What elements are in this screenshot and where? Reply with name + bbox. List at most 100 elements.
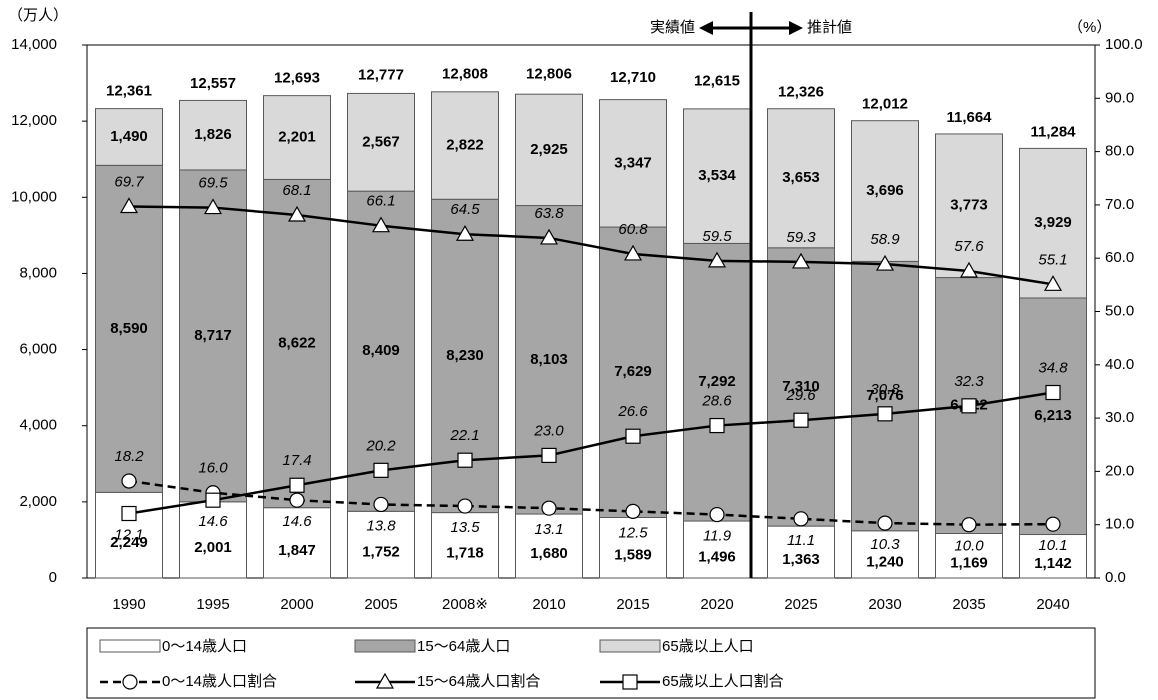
annotation: 推計値 (807, 19, 852, 36)
bar-segment (1019, 147, 1087, 299)
bar-segment (767, 108, 835, 249)
x-tick-label: 1990 (112, 596, 145, 613)
bar-value-label: 3,773 (950, 197, 988, 214)
bar-value-label: 7,292 (698, 373, 736, 390)
total-label: 12,361 (106, 82, 152, 99)
line-marker (877, 406, 893, 422)
bar-value-label: 8,230 (446, 347, 484, 364)
legend-swatch (599, 639, 661, 653)
legend-swatch (99, 639, 161, 653)
bar-segment (515, 513, 583, 579)
bar-value-label: 3,347 (614, 154, 652, 171)
bar-value-label: 3,929 (1034, 214, 1072, 231)
legend-marker (122, 674, 138, 690)
bar-value-label: 8,409 (362, 342, 400, 359)
line-value-label: 68.1 (282, 182, 311, 199)
line-marker (793, 412, 809, 428)
bar-value-label: 8,103 (530, 351, 568, 368)
line-marker (623, 244, 643, 261)
bar-value-label: 2,925 (530, 141, 568, 158)
bar-value-label: 8,717 (194, 327, 232, 344)
line-value-label: 14.6 (282, 513, 312, 530)
total-label: 12,808 (442, 65, 488, 82)
line-marker (1043, 275, 1063, 291)
line-marker (541, 447, 557, 464)
bar-segment (347, 510, 415, 579)
y2-tick-label: 0.0 (1105, 569, 1126, 586)
legend-label: 15～64歳人口割合 (417, 673, 540, 690)
y2-tick-label: 10.0 (1105, 516, 1134, 533)
bar-segment (263, 507, 331, 579)
line-marker (455, 225, 475, 241)
line-marker (121, 473, 137, 489)
bar-value-label: 1,718 (446, 544, 484, 561)
line-value-label: 58.9 (870, 231, 900, 248)
bar-segment (599, 226, 667, 519)
line-marker (287, 205, 307, 222)
line-value-label: 66.1 (366, 193, 395, 210)
bar-segment (1019, 297, 1087, 536)
line-marker (875, 254, 895, 271)
bar-value-label: 1,589 (614, 547, 652, 564)
line-value-label: 69.7 (114, 173, 144, 190)
line-value-label: 10.0 (954, 538, 984, 555)
x-tick-label: 2035 (952, 596, 985, 613)
bar-segment (95, 164, 163, 493)
legend-marker (622, 674, 638, 690)
bar-value-label: 1,496 (698, 548, 736, 565)
line-value-label: 13.8 (366, 517, 396, 534)
legend-box (86, 627, 1096, 699)
bar-segment (683, 242, 751, 522)
bar-segment (851, 120, 919, 262)
line-marker (1045, 516, 1061, 532)
bar-segment (935, 532, 1003, 579)
line-marker (373, 462, 389, 478)
line-marker (961, 517, 977, 533)
y2-tick-label: 80.0 (1105, 143, 1134, 160)
bar-segment (95, 108, 163, 166)
x-tick-label: 2000 (280, 596, 313, 613)
line-value-label: 55.1 (1038, 251, 1067, 268)
line-value-label: 30.8 (870, 381, 900, 398)
line-value-label: 59.5 (702, 228, 732, 245)
legend-label: 65歳以上人口 (662, 638, 754, 655)
line-value-label: 64.5 (450, 201, 480, 218)
bar-segment (935, 277, 1003, 534)
y-tick-label: 12,000 (11, 112, 57, 129)
bar-segment (683, 520, 751, 579)
bar-value-label: 1,490 (110, 128, 148, 145)
bar-segment (347, 190, 415, 512)
line-value-label: 18.2 (114, 448, 144, 465)
line-marker (709, 417, 725, 434)
bar-value-label: 2,201 (278, 129, 316, 146)
line-value-label: 12.1 (114, 526, 143, 543)
line-value-label: 22.1 (449, 427, 479, 444)
line-marker (877, 515, 893, 531)
y-tick-label: 8,000 (19, 264, 57, 281)
line-value-label: 17.4 (282, 452, 311, 469)
line-value-label: 20.2 (365, 437, 396, 454)
bar-segment (851, 260, 919, 532)
bar-segment (431, 91, 499, 200)
legend-marker (375, 672, 395, 689)
y2-tick-label: 100.0 (1105, 36, 1143, 53)
bar-value-label: 2,567 (362, 133, 400, 150)
bar-value-label: 3,534 (698, 167, 736, 184)
total-label: 12,806 (526, 65, 572, 82)
y2-tick-label: 40.0 (1105, 356, 1134, 373)
line-value-label: 63.8 (534, 205, 564, 222)
x-tick-label: 2040 (1036, 596, 1069, 613)
y-tick-label: 14,000 (11, 36, 57, 53)
line-marker (625, 503, 641, 519)
legend-label: 15～64歳人口 (417, 638, 510, 655)
legend-label: 65歳以上人口割合 (662, 673, 784, 690)
annotation: 実績値 (650, 19, 695, 36)
line (128, 391, 1054, 515)
line-marker (959, 261, 979, 278)
line-marker (457, 452, 473, 468)
total-label: 12,777 (358, 67, 404, 84)
line-value-label: 16.0 (198, 460, 228, 477)
line-marker (1045, 384, 1061, 401)
bar-value-label: 2,001 (194, 539, 232, 556)
